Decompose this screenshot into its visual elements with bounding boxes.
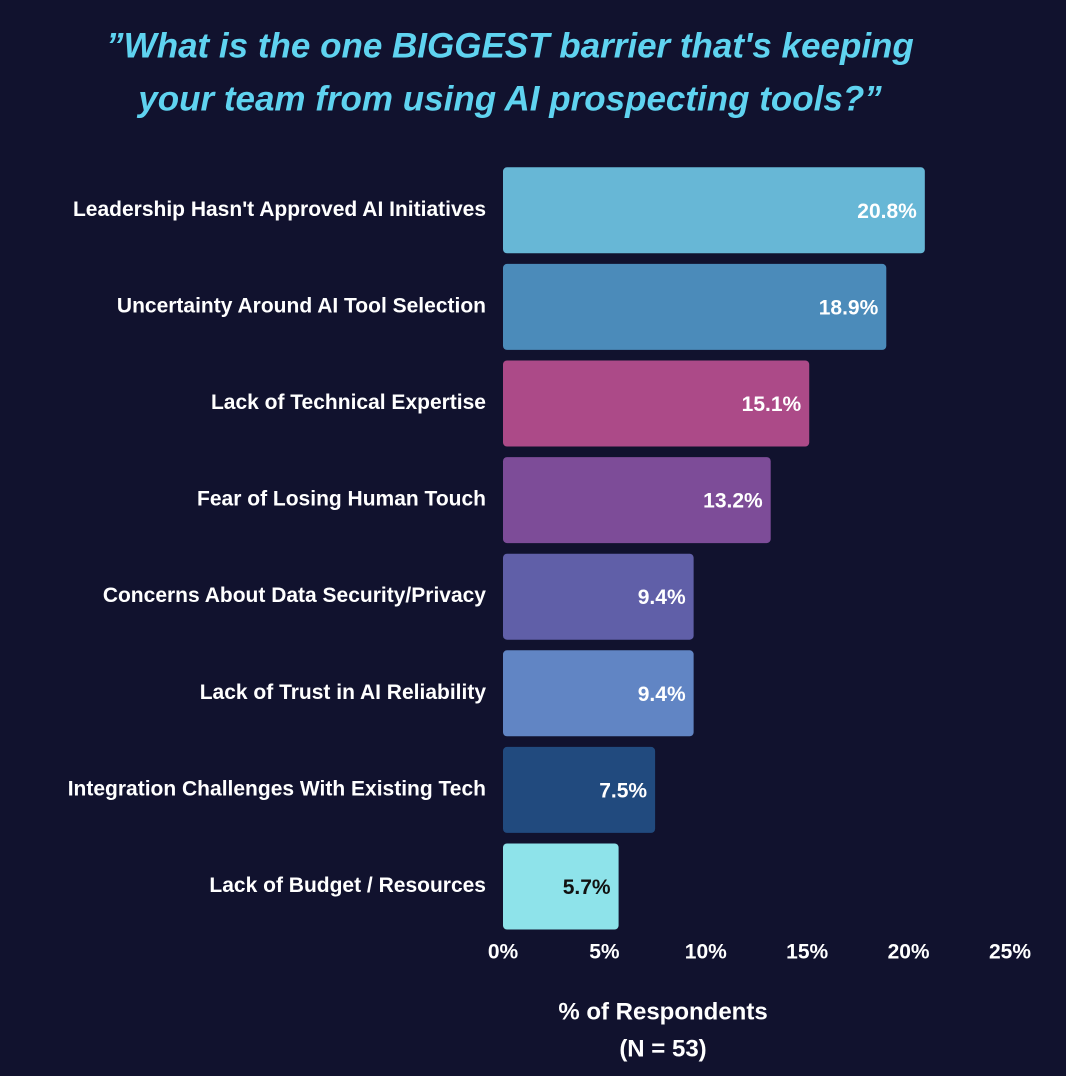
category-label: Lack of Budget / Resources <box>209 874 486 897</box>
x-tick-label: 0% <box>488 941 519 964</box>
bar <box>503 263 887 350</box>
category-label: Leadership Hasn't Approved AI Initiative… <box>73 198 486 221</box>
value-label: 20.8% <box>857 200 917 223</box>
bar <box>503 746 656 833</box>
bar <box>503 553 694 640</box>
bar <box>503 650 694 737</box>
value-label: 5.7% <box>563 876 611 899</box>
x-tick-label: 5% <box>589 941 620 964</box>
category-label: Uncertainty Around AI Tool Selection <box>117 294 486 317</box>
category-label: Lack of Technical Expertise <box>211 391 486 414</box>
value-label: 7.5% <box>599 779 647 802</box>
value-label: 9.4% <box>638 683 686 706</box>
value-label: 15.1% <box>742 393 802 416</box>
x-tick-label: 25% <box>989 941 1031 964</box>
x-tick-label: 20% <box>888 941 930 964</box>
category-label: Concerns About Data Security/Privacy <box>103 584 486 607</box>
category-label: Integration Challenges With Existing Tec… <box>68 777 486 800</box>
x-axis-label: (N = 53) <box>619 1035 706 1062</box>
category-label: Lack of Trust in AI Reliability <box>200 681 487 704</box>
x-tick-label: 10% <box>685 941 727 964</box>
chart-title: your team from using AI prospecting tool… <box>136 79 882 118</box>
bar <box>503 457 771 544</box>
category-label: Fear of Losing Human Touch <box>197 488 486 511</box>
value-label: 18.9% <box>819 296 879 319</box>
bar <box>503 360 810 447</box>
bar <box>503 167 925 254</box>
value-label: 9.4% <box>638 586 686 609</box>
chart-title: ”What is the one BIGGEST barrier that's … <box>106 26 914 65</box>
x-tick-label: 15% <box>786 941 828 964</box>
x-axis-label: % of Respondents <box>558 998 767 1025</box>
value-label: 13.2% <box>703 490 763 513</box>
bar <box>503 843 619 930</box>
